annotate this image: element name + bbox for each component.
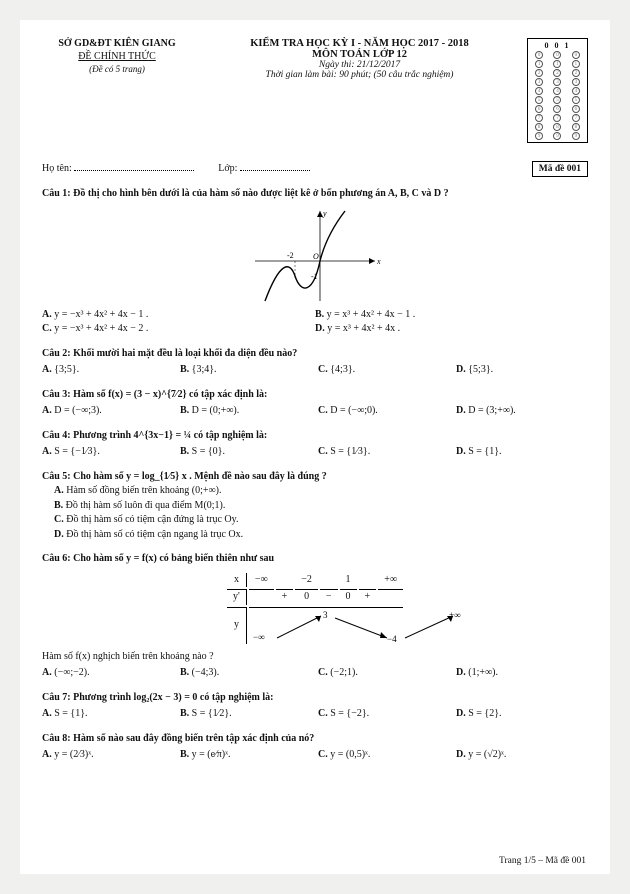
q5-B: Đồ thị hàm số luôn đi qua điểm M(0;1).: [66, 500, 226, 511]
q6-B: (−4;3).: [192, 667, 220, 678]
exam-code-box: Mã đề 001: [532, 161, 588, 177]
question-7: Câu 7: Phương trình log₂(2x − 3) = 0 có …: [42, 691, 588, 722]
svg-text:+∞: +∞: [449, 610, 461, 620]
org: SỞ GD&ĐT KIÊN GIANG: [42, 38, 192, 49]
question-1: Câu 1: Đồ thị cho hình bên dưới là của h…: [42, 187, 588, 337]
vt-yp4: +: [359, 589, 377, 605]
q8-C: y = (0,5)ˣ.: [330, 749, 370, 760]
q3-stem: Câu 3: Hàm số f(x) = (3 − x)^{7⁄2} có tậ…: [42, 389, 267, 400]
header: SỞ GD&ĐT KIÊN GIANG ĐỀ CHÍNH THỨC (Đề có…: [42, 38, 588, 143]
q5-D: Đồ thị hàm số có tiệm cận ngang là trục …: [66, 529, 243, 540]
class-dots: [240, 162, 310, 171]
q6-post: Hàm số f(x) nghịch biến trên khoảng nào …: [42, 650, 588, 665]
q7-stem: Câu 7: Phương trình log₂(2x − 3) = 0 có …: [42, 692, 274, 703]
q6-D: (1;+∞).: [468, 667, 498, 678]
q4-A: S = {−1⁄3}.: [54, 446, 100, 457]
q7-B: S = {1⁄2}.: [192, 708, 232, 719]
question-6: Câu 6: Cho hàm số y = f(x) có bảng biến …: [42, 552, 588, 681]
q3-A: D = (−∞;3).: [54, 405, 102, 416]
q3-B: D = (0;+∞).: [192, 405, 240, 416]
svg-text:x: x: [376, 257, 381, 266]
page: SỞ GD&ĐT KIÊN GIANG ĐỀ CHÍNH THỨC (Đề có…: [0, 0, 630, 894]
q1-stem: Câu 1: Đồ thị cho hình bên dưới là của h…: [42, 188, 449, 199]
svg-text:−4: −4: [387, 634, 397, 644]
q7-D: S = {2}.: [468, 708, 501, 719]
exam-title: KIỂM TRA HỌC KỲ I - NĂM HỌC 2017 - 2018: [202, 38, 517, 49]
vt-x1: −2: [295, 573, 318, 588]
svg-text:y: y: [322, 209, 327, 218]
q7-C: S = {−2}.: [330, 708, 369, 719]
vt-yp3: 0: [340, 589, 357, 605]
header-mid: KIỂM TRA HỌC KỲ I - NĂM HỌC 2017 - 2018 …: [202, 38, 517, 143]
page-footer: Trang 1/5 – Mã đề 001: [499, 856, 586, 866]
q1-D: y = x³ + 4x² + 4x .: [327, 323, 400, 334]
q6-C: (−2;1).: [330, 667, 358, 678]
bubble-head: 001: [530, 41, 585, 50]
q4-B: S = {0}.: [192, 446, 225, 457]
q1-opts-row1: A. y = −x³ + 4x² + 4x − 1 . B. y = x³ + …: [42, 308, 588, 323]
q1-A: y = −x³ + 4x² + 4x − 1 .: [54, 309, 148, 320]
q2-B: {3;4}.: [192, 364, 217, 375]
q2-D: {5;3}.: [468, 364, 493, 375]
q2-A: {3;5}.: [54, 364, 79, 375]
q8-D: y = (√2)ˣ.: [468, 749, 506, 760]
q3-D: D = (3;+∞).: [468, 405, 516, 416]
q3-C: D = (−∞;0).: [330, 405, 378, 416]
q8-B: y = (e⁄π)ˣ.: [192, 749, 231, 760]
vt-yp2: −: [320, 589, 338, 605]
svg-text:3: 3: [323, 610, 328, 620]
q1-graph: x y O -2 -1: [245, 206, 385, 306]
variation-table: x −∞ −2 1 +∞ y' + 0 − 0 + y: [225, 571, 405, 646]
question-2: Câu 2: Khối mười hai mặt đều là loại khố…: [42, 347, 588, 378]
name-dots: [74, 162, 194, 171]
vt-x2: 1: [340, 573, 357, 588]
q1-opts-row2: C. y = −x³ + 4x² + 4x − 2 . D. y = x³ + …: [42, 322, 588, 337]
q4-C: S = {1⁄3}.: [330, 446, 370, 457]
name-label: Họ tên:: [42, 163, 72, 174]
vt-yp0: +: [276, 589, 294, 605]
q1-B: y = x³ + 4x² + 4x − 1 .: [327, 309, 416, 320]
question-4: Câu 4: Phương trình 4^{3x−1} = ¼ có tập …: [42, 429, 588, 460]
vt-yp1: 0: [295, 589, 318, 605]
q6-A: (−∞;−2).: [54, 667, 89, 678]
question-5: Câu 5: Cho hàm số y = log_{1⁄5} x . Mệnh…: [42, 470, 588, 543]
question-8: Câu 8: Hàm số nào sau đây đồng biến trên…: [42, 732, 588, 763]
q2-C: {4;3}.: [330, 364, 355, 375]
subject: MÔN TOÁN LỚP 12: [202, 49, 517, 60]
q8-A: y = (2⁄3)ˣ.: [54, 749, 93, 760]
official: ĐỀ CHÍNH THỨC: [42, 51, 192, 62]
svg-text:-2: -2: [287, 251, 294, 260]
svg-text:−∞: −∞: [253, 632, 265, 642]
q5-C: Đồ thị hàm số có tiệm cận đứng là trục O…: [66, 514, 238, 525]
student-fill: Họ tên: Lớp: Mã đề 001: [42, 161, 588, 177]
exam-date: Ngày thi: 21/12/2017: [202, 60, 517, 70]
q4-D: S = {1}.: [468, 446, 501, 457]
q5-stem: Câu 5: Cho hàm số y = log_{1⁄5} x . Mệnh…: [42, 471, 327, 482]
q2-stem: Câu 2: Khối mười hai mặt đều là loại khố…: [42, 348, 297, 359]
q1-C: y = −x³ + 4x² + 4x − 2 .: [54, 323, 148, 334]
page-count: (Đề có 5 trang): [42, 64, 192, 74]
q5-A: Hàm số đồng biến trên khoảng (0;+∞).: [66, 485, 221, 496]
q7-A: S = {1}.: [54, 708, 87, 719]
sheet: SỞ GD&ĐT KIÊN GIANG ĐỀ CHÍNH THỨC (Đề có…: [20, 20, 610, 874]
variation-arrows: −∞ 3 −4 +∞: [249, 608, 469, 644]
vt-x3: +∞: [378, 573, 403, 588]
svg-text:O: O: [313, 252, 319, 261]
header-left: SỞ GD&ĐT KIÊN GIANG ĐỀ CHÍNH THỨC (Đề có…: [42, 38, 192, 143]
vt-x0: −∞: [249, 573, 274, 588]
q4-stem: Câu 4: Phương trình 4^{3x−1} = ¼ có tập …: [42, 430, 267, 441]
question-3: Câu 3: Hàm số f(x) = (3 − x)^{7⁄2} có tậ…: [42, 388, 588, 419]
code-head: 001: [541, 41, 575, 50]
q8-stem: Câu 8: Hàm số nào sau đây đồng biến trên…: [42, 733, 314, 744]
class-label: Lớp:: [218, 163, 237, 174]
exam-time: Thời gian làm bài: 90 phút; (50 câu trắc…: [202, 70, 517, 80]
q6-stem: Câu 6: Cho hàm số y = f(x) có bảng biến …: [42, 553, 274, 564]
bubble-sheet: 001 000111222333444555666777888999: [527, 38, 588, 143]
